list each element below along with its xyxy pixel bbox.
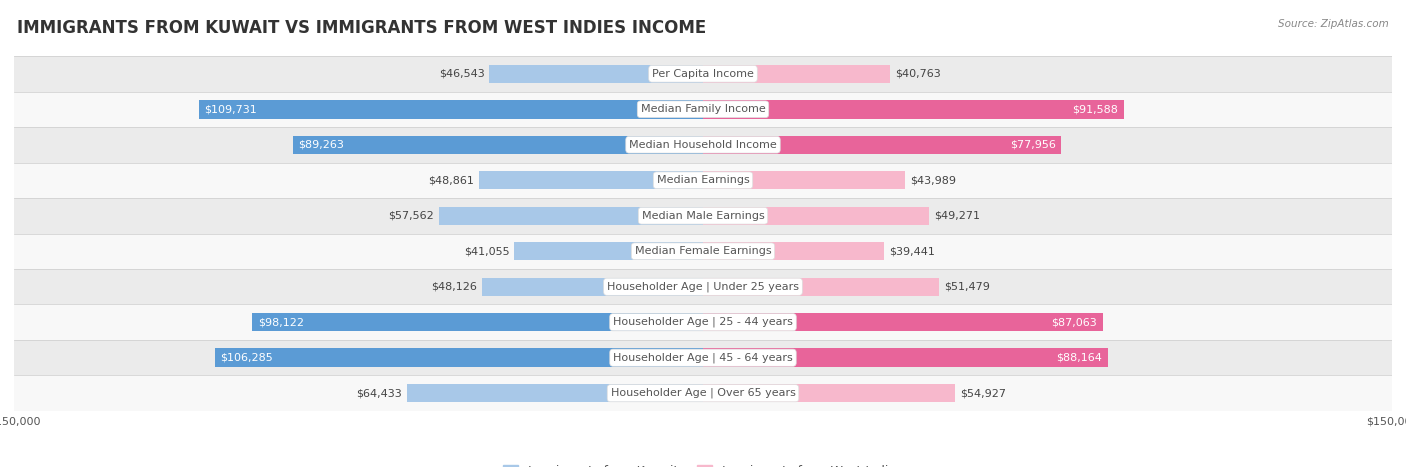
- Bar: [292, 135, 703, 154]
- Bar: [703, 135, 1062, 154]
- Text: $64,433: $64,433: [357, 388, 402, 398]
- Text: $51,479: $51,479: [945, 282, 990, 292]
- Text: $54,927: $54,927: [960, 388, 1007, 398]
- Bar: [14, 56, 1392, 92]
- Text: $48,126: $48,126: [432, 282, 477, 292]
- Text: $109,731: $109,731: [204, 104, 257, 114]
- Text: $41,055: $41,055: [464, 246, 509, 256]
- Bar: [14, 340, 1392, 375]
- Text: Median Female Earnings: Median Female Earnings: [634, 246, 772, 256]
- Text: $46,543: $46,543: [439, 69, 485, 79]
- Bar: [408, 384, 703, 403]
- Bar: [489, 64, 703, 83]
- Text: $91,588: $91,588: [1073, 104, 1118, 114]
- Bar: [703, 313, 1102, 332]
- Text: $88,164: $88,164: [1056, 353, 1102, 363]
- Text: Householder Age | 45 - 64 years: Householder Age | 45 - 64 years: [613, 353, 793, 363]
- Bar: [14, 269, 1392, 304]
- Bar: [703, 384, 955, 403]
- Bar: [482, 277, 703, 296]
- Text: $48,861: $48,861: [427, 175, 474, 185]
- Text: Source: ZipAtlas.com: Source: ZipAtlas.com: [1278, 19, 1389, 28]
- Text: $98,122: $98,122: [257, 317, 304, 327]
- Text: Median Family Income: Median Family Income: [641, 104, 765, 114]
- Text: Householder Age | Over 65 years: Householder Age | Over 65 years: [610, 388, 796, 398]
- Bar: [515, 242, 703, 261]
- Legend: Immigrants from Kuwait, Immigrants from West Indies: Immigrants from Kuwait, Immigrants from …: [498, 460, 908, 467]
- Bar: [703, 242, 884, 261]
- Bar: [215, 348, 703, 367]
- Text: $49,271: $49,271: [934, 211, 980, 221]
- Text: Median Household Income: Median Household Income: [628, 140, 778, 150]
- Bar: [200, 100, 703, 119]
- Bar: [703, 206, 929, 225]
- Text: $43,989: $43,989: [910, 175, 956, 185]
- Bar: [703, 171, 905, 190]
- Bar: [478, 171, 703, 190]
- Text: $87,063: $87,063: [1052, 317, 1097, 327]
- Text: Per Capita Income: Per Capita Income: [652, 69, 754, 79]
- Bar: [14, 234, 1392, 269]
- Bar: [14, 92, 1392, 127]
- Bar: [14, 127, 1392, 163]
- Text: $106,285: $106,285: [221, 353, 273, 363]
- Text: $40,763: $40,763: [896, 69, 941, 79]
- Bar: [14, 304, 1392, 340]
- Bar: [703, 100, 1123, 119]
- Text: IMMIGRANTS FROM KUWAIT VS IMMIGRANTS FROM WEST INDIES INCOME: IMMIGRANTS FROM KUWAIT VS IMMIGRANTS FRO…: [17, 19, 706, 37]
- Bar: [14, 198, 1392, 234]
- Text: $57,562: $57,562: [388, 211, 434, 221]
- Text: $77,956: $77,956: [1010, 140, 1056, 150]
- Text: Householder Age | 25 - 44 years: Householder Age | 25 - 44 years: [613, 317, 793, 327]
- Bar: [14, 163, 1392, 198]
- Text: $89,263: $89,263: [298, 140, 344, 150]
- Bar: [703, 64, 890, 83]
- Text: $39,441: $39,441: [889, 246, 935, 256]
- Text: Median Earnings: Median Earnings: [657, 175, 749, 185]
- Text: Median Male Earnings: Median Male Earnings: [641, 211, 765, 221]
- Bar: [703, 277, 939, 296]
- Bar: [703, 348, 1108, 367]
- Bar: [14, 375, 1392, 411]
- Bar: [439, 206, 703, 225]
- Text: Householder Age | Under 25 years: Householder Age | Under 25 years: [607, 282, 799, 292]
- Bar: [252, 313, 703, 332]
